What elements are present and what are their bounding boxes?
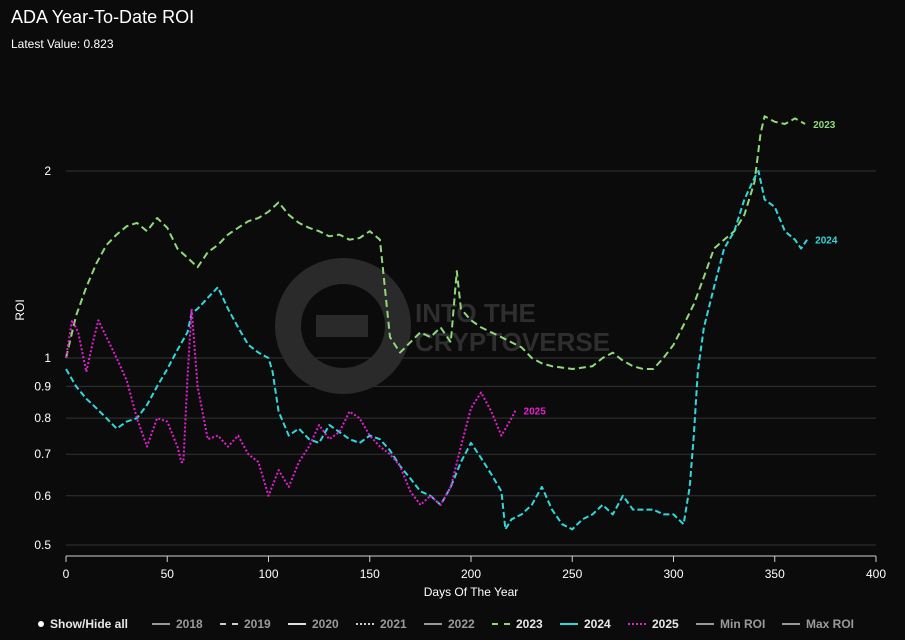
legend-label: 2021 — [380, 617, 407, 631]
legend-item-2021[interactable]: 2021 — [356, 612, 407, 636]
show-hide-all-toggle[interactable]: Show/Hide all — [38, 612, 128, 636]
legend-label: Min ROI — [720, 617, 766, 631]
y-tick-label: 0.6 — [34, 489, 51, 503]
latest-value: Latest Value: 0.823 — [11, 37, 114, 51]
legend-swatch — [696, 623, 714, 625]
roi-chart: INTO THE CRYPTOVERSE 0.5 0.6 0.7 0.8 0.9 1 2 0 5… — [13, 115, 886, 599]
legend-swatch — [560, 623, 578, 625]
bullet-icon — [38, 621, 44, 627]
series-end-label-2025: 2025 — [524, 407, 547, 418]
legend-label: 2019 — [244, 617, 271, 631]
x-axis-label: Days Of The Year — [424, 585, 519, 599]
x-tick-label: 0 — [63, 567, 70, 581]
legend-item-2019[interactable]: 2019 — [220, 612, 271, 636]
watermark-logo-icon — [275, 258, 411, 394]
legend-swatch — [628, 623, 646, 625]
series-line-2023[interactable] — [65, 115, 806, 370]
x-tick-label: 400 — [866, 567, 886, 581]
x-tick-label: 200 — [461, 567, 481, 581]
legend-swatch — [288, 623, 306, 625]
x-tick-label: 50 — [161, 567, 175, 581]
y-axis-label: ROI — [13, 299, 27, 320]
show-hide-all-label: Show/Hide all — [50, 617, 129, 631]
series-line-2024[interactable] — [65, 170, 808, 531]
watermark-logo-bar — [316, 315, 368, 337]
series-end-label-2023: 2023 — [813, 120, 836, 131]
legend-label: 2024 — [584, 617, 611, 631]
legend-item-min-roi[interactable]: Min ROI — [696, 612, 765, 636]
legend-swatch — [356, 623, 374, 625]
legend-label: 2025 — [652, 617, 679, 631]
legend-label: 2023 — [516, 617, 543, 631]
legend-swatch — [424, 623, 442, 625]
legend-swatch — [152, 623, 170, 625]
legend-label: 2018 — [176, 617, 203, 631]
x-tick-label: 300 — [663, 567, 683, 581]
legend-swatch — [782, 623, 800, 625]
series-line-2025[interactable] — [65, 307, 517, 506]
legend-swatch — [220, 623, 238, 625]
legend-swatch — [492, 623, 510, 625]
x-tick-label: 100 — [258, 567, 278, 581]
x-tick-label: 350 — [765, 567, 785, 581]
watermark: INTO THE CRYPTOVERSE — [275, 258, 610, 394]
chart-title: ADA Year-To-Date ROI — [11, 7, 195, 27]
legend-label: Max ROI — [806, 617, 855, 631]
legend: Show/Hide all 2018 2019 2020 2021 2022 2023 20… — [0, 612, 905, 636]
y-tick-label: 0.9 — [34, 379, 51, 393]
grid-lines — [66, 170, 876, 546]
legend-item-2022[interactable]: 2022 — [424, 612, 475, 636]
legend-item-2024[interactable]: 2024 — [560, 612, 611, 636]
y-tick-label: 2 — [44, 164, 51, 178]
series-end-labels: 2023 2024 2025 — [524, 120, 838, 417]
legend-item-2020[interactable]: 2020 — [288, 612, 339, 636]
y-tick-label: 1 — [44, 351, 51, 365]
y-tick-label: 0.7 — [34, 447, 51, 461]
legend-item-2018[interactable]: 2018 — [152, 612, 203, 636]
legend-item-max-roi[interactable]: Max ROI — [782, 612, 854, 636]
legend-item-2023[interactable]: 2023 — [492, 612, 543, 636]
x-tick-label: 150 — [360, 567, 380, 581]
x-tick-label: 250 — [562, 567, 582, 581]
y-tick-label: 0.5 — [34, 538, 51, 552]
legend-label: 2022 — [448, 617, 475, 631]
legend-label: 2020 — [312, 617, 339, 631]
axes: 0.5 0.6 0.7 0.8 0.9 1 2 0 50 100 150 200 250 300 350 40… — [34, 164, 886, 581]
series-end-label-2024: 2024 — [815, 236, 838, 247]
series-lines — [65, 115, 808, 531]
legend-item-2025[interactable]: 2025 — [628, 612, 679, 636]
y-tick-label: 0.8 — [34, 411, 51, 425]
